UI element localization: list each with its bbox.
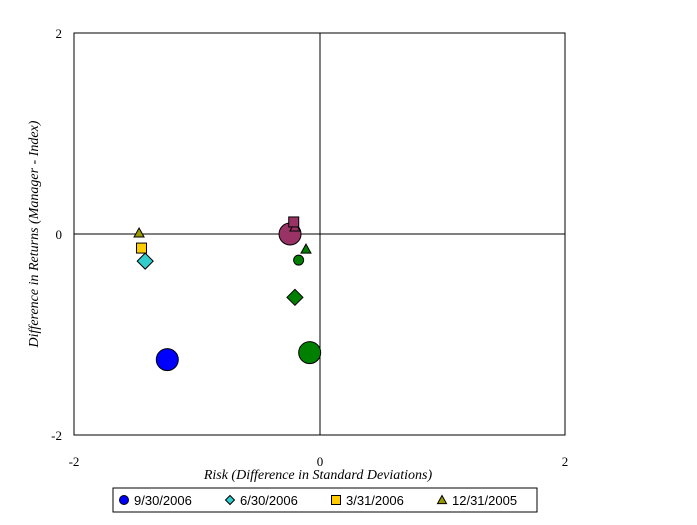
legend-triangle-icon [436,494,448,505]
data-point-circle [293,254,305,266]
legend-markers [119,494,448,506]
data-point-diamond [286,288,304,307]
y-axis-title: Difference in Returns (Manager - Index) [27,120,42,348]
x-tick-label: 0 [317,454,324,469]
y-tick-label: 0 [56,227,63,242]
data-point-circle [298,341,322,365]
data-point-diamond [136,252,154,270]
x-axis-title: Risk (Difference in Standard Deviations) [203,468,433,483]
data-point-triangle [300,243,312,254]
legend-label: 3/31/2006 [346,493,404,508]
legend-label: 12/31/2005 [452,493,517,508]
data-point-square [136,242,148,254]
x-tick-label: -2 [69,454,80,469]
data-point-square [288,216,300,228]
legend-diamond-icon [224,494,236,506]
y-tick-label: -2 [51,428,62,443]
data-point-triangle [133,226,145,238]
y-tick-label: 2 [56,26,63,41]
legend-square-icon [331,495,341,505]
legend-circle-icon [119,495,129,505]
legend-box [112,487,538,513]
legend: 9/30/2006 6/30/2006 3/31/2006 12/31/2005 [112,487,538,513]
legend-label: 9/30/2006 [134,493,192,508]
data-point-circle [155,348,179,372]
x-tick-label: 2 [562,454,569,469]
legend-label: 6/30/2006 [240,493,298,508]
data-points [133,216,322,372]
